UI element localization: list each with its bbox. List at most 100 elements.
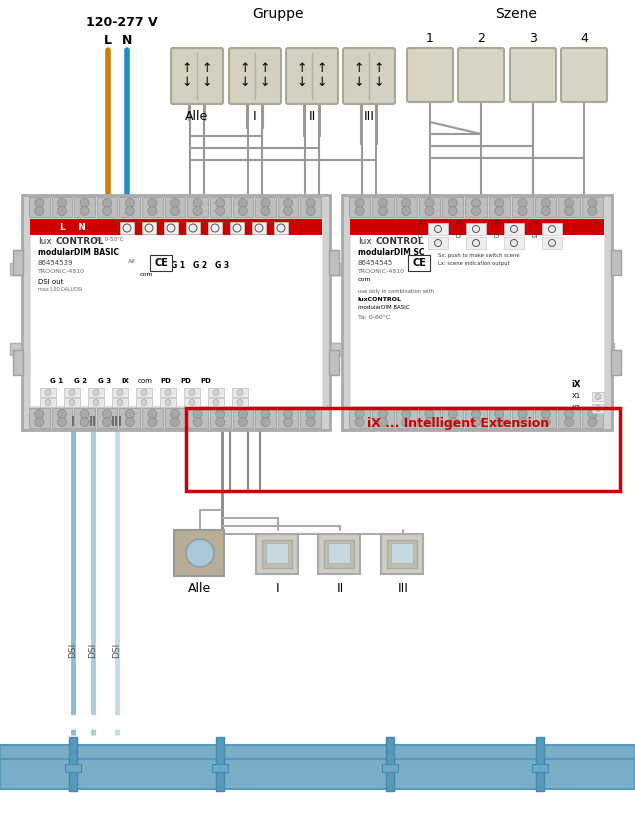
Bar	[174, 530, 224, 576]
Text: S1: S1	[456, 220, 463, 224]
Bar	[274, 222, 288, 234]
Text: I: I	[253, 110, 257, 123]
Text: G 2: G 2	[74, 378, 87, 384]
Bar	[208, 222, 222, 234]
Bar	[212, 764, 228, 772]
Circle shape	[402, 418, 411, 427]
Bar	[330, 263, 614, 275]
Circle shape	[193, 418, 202, 427]
Bar	[64, 388, 80, 397]
Text: G 3: G 3	[98, 378, 111, 384]
Bar	[396, 197, 417, 217]
Bar	[330, 343, 614, 355]
Circle shape	[216, 198, 225, 207]
Circle shape	[518, 207, 527, 215]
Bar	[408, 255, 430, 271]
Bar	[442, 408, 464, 428]
Bar	[112, 398, 128, 407]
Circle shape	[495, 418, 504, 427]
Circle shape	[472, 418, 481, 427]
Circle shape	[261, 207, 270, 215]
Text: 4: 4	[580, 32, 588, 45]
Text: ↓: ↓	[354, 76, 364, 89]
Circle shape	[565, 207, 573, 215]
Circle shape	[35, 198, 44, 207]
Circle shape	[237, 399, 243, 406]
Bar	[372, 408, 394, 428]
Text: ↑: ↑	[317, 63, 327, 76]
Bar	[382, 764, 398, 772]
Bar	[10, 263, 342, 275]
Bar	[13, 250, 23, 275]
Circle shape	[148, 207, 157, 215]
Bar	[136, 398, 152, 407]
Circle shape	[284, 418, 293, 427]
Text: luxCONTROL: luxCONTROL	[358, 297, 402, 302]
Bar	[386, 737, 394, 791]
Circle shape	[448, 410, 457, 419]
Bar	[428, 223, 448, 235]
Circle shape	[238, 198, 248, 207]
Bar	[611, 350, 621, 375]
Circle shape	[518, 198, 527, 207]
Circle shape	[588, 198, 597, 207]
Text: Ta: 0-60°C: Ta: 0-60°C	[358, 315, 391, 320]
Bar	[210, 197, 231, 217]
Text: CE: CE	[412, 258, 426, 268]
Bar	[535, 408, 556, 428]
Text: ↓: ↓	[297, 76, 307, 89]
Text: modularDIM BASIC: modularDIM BASIC	[38, 247, 119, 256]
Bar	[396, 408, 417, 428]
Circle shape	[565, 418, 573, 427]
Circle shape	[125, 418, 134, 427]
Text: modularDIM BASIC: modularDIM BASIC	[358, 305, 410, 310]
Bar	[184, 398, 200, 407]
Text: 86454545: 86454545	[358, 260, 393, 266]
Bar	[512, 197, 533, 217]
Bar	[65, 764, 81, 772]
Text: iX ... Intelligent Extension: iX ... Intelligent Extension	[367, 416, 549, 429]
Bar	[419, 408, 440, 428]
Bar	[277, 408, 298, 428]
Text: DSI: DSI	[112, 642, 121, 658]
Bar	[0, 759, 635, 789]
Bar	[428, 237, 448, 249]
Bar	[69, 737, 77, 791]
Bar	[10, 343, 342, 355]
Bar	[216, 737, 224, 791]
Text: II: II	[309, 110, 316, 123]
Text: ↓: ↓	[374, 76, 384, 89]
Bar	[30, 219, 322, 406]
Circle shape	[588, 410, 597, 419]
Circle shape	[518, 418, 527, 427]
Text: N: N	[122, 33, 132, 46]
Text: max 100 DALI/DSI: max 100 DALI/DSI	[38, 286, 83, 292]
Bar	[160, 398, 176, 407]
Text: ↑: ↑	[202, 63, 212, 76]
Circle shape	[306, 410, 315, 419]
Circle shape	[306, 418, 315, 427]
Bar	[465, 197, 486, 217]
Text: S3: S3	[494, 220, 501, 224]
Text: Alle: Alle	[189, 581, 211, 594]
Circle shape	[378, 207, 387, 215]
Bar	[592, 392, 604, 401]
Bar	[232, 408, 253, 428]
Bar	[592, 404, 604, 413]
Text: G 3: G 3	[215, 260, 229, 269]
Circle shape	[35, 207, 44, 215]
Circle shape	[472, 410, 481, 419]
Bar	[150, 255, 172, 271]
Bar	[74, 197, 95, 217]
Bar	[232, 388, 248, 397]
Text: ↑: ↑	[354, 63, 364, 76]
Text: iX: iX	[121, 378, 129, 384]
Circle shape	[69, 399, 75, 406]
Text: I: I	[276, 581, 280, 594]
Bar	[232, 398, 248, 407]
Bar	[558, 197, 580, 217]
Bar	[372, 197, 394, 217]
Text: Alle: Alle	[185, 110, 209, 123]
Bar	[97, 197, 117, 217]
Text: ↓: ↓	[240, 76, 250, 89]
